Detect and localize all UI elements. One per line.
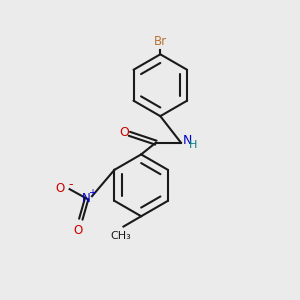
Text: +: + (88, 188, 96, 198)
Text: O: O (73, 224, 83, 237)
Text: -: - (68, 178, 73, 191)
Text: N: N (82, 192, 91, 205)
Text: CH₃: CH₃ (110, 231, 131, 241)
Text: O: O (56, 182, 64, 195)
Text: H: H (189, 140, 197, 150)
Text: Br: Br (154, 35, 167, 48)
Text: N: N (182, 134, 192, 147)
Text: O: O (120, 126, 130, 139)
